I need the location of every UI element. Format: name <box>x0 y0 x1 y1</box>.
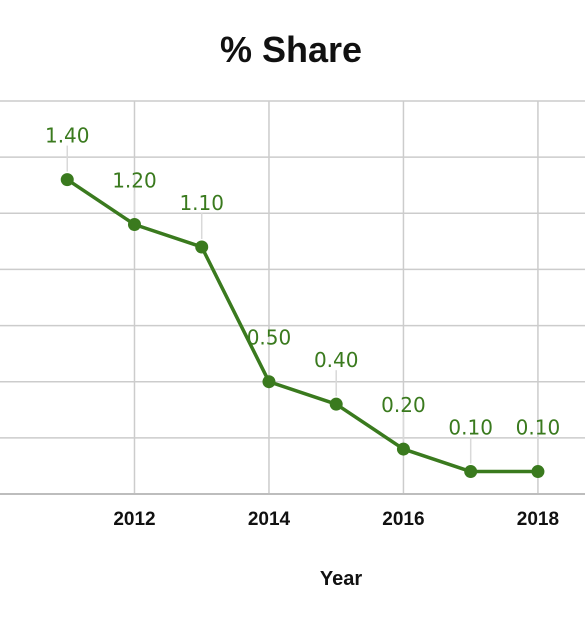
data-label: 0.10 <box>516 416 561 440</box>
data-point <box>127 218 141 232</box>
data-point <box>531 465 545 479</box>
data-label: 0.40 <box>314 348 359 372</box>
data-label: 0.50 <box>247 326 292 350</box>
data-point <box>195 240 209 254</box>
data-label: 0.20 <box>381 393 426 417</box>
data-label: 1.40 <box>45 124 90 148</box>
series-line-group: 1.40 1.20 1.10 0.50 0.40 0.20 0.10 0.10 <box>45 124 561 479</box>
x-axis-title: Year <box>320 568 362 590</box>
chart-title: % Share <box>220 29 362 70</box>
data-point <box>60 173 74 187</box>
data-point <box>464 465 478 479</box>
data-point <box>329 397 343 411</box>
data-label: 1.20 <box>112 169 157 193</box>
data-label: 1.10 <box>179 191 224 215</box>
grid <box>0 100 585 495</box>
x-tick-label: 2016 <box>382 509 424 530</box>
x-tick-labels: 2012 2014 2016 2018 <box>113 509 559 530</box>
series-line <box>66 178 538 474</box>
x-tick-label: 2018 <box>517 509 559 530</box>
x-tick-label: 2014 <box>248 509 291 530</box>
data-point <box>262 375 276 389</box>
data-point <box>396 442 410 456</box>
x-tick-label: 2012 <box>113 509 155 530</box>
data-label: 0.10 <box>448 416 493 440</box>
